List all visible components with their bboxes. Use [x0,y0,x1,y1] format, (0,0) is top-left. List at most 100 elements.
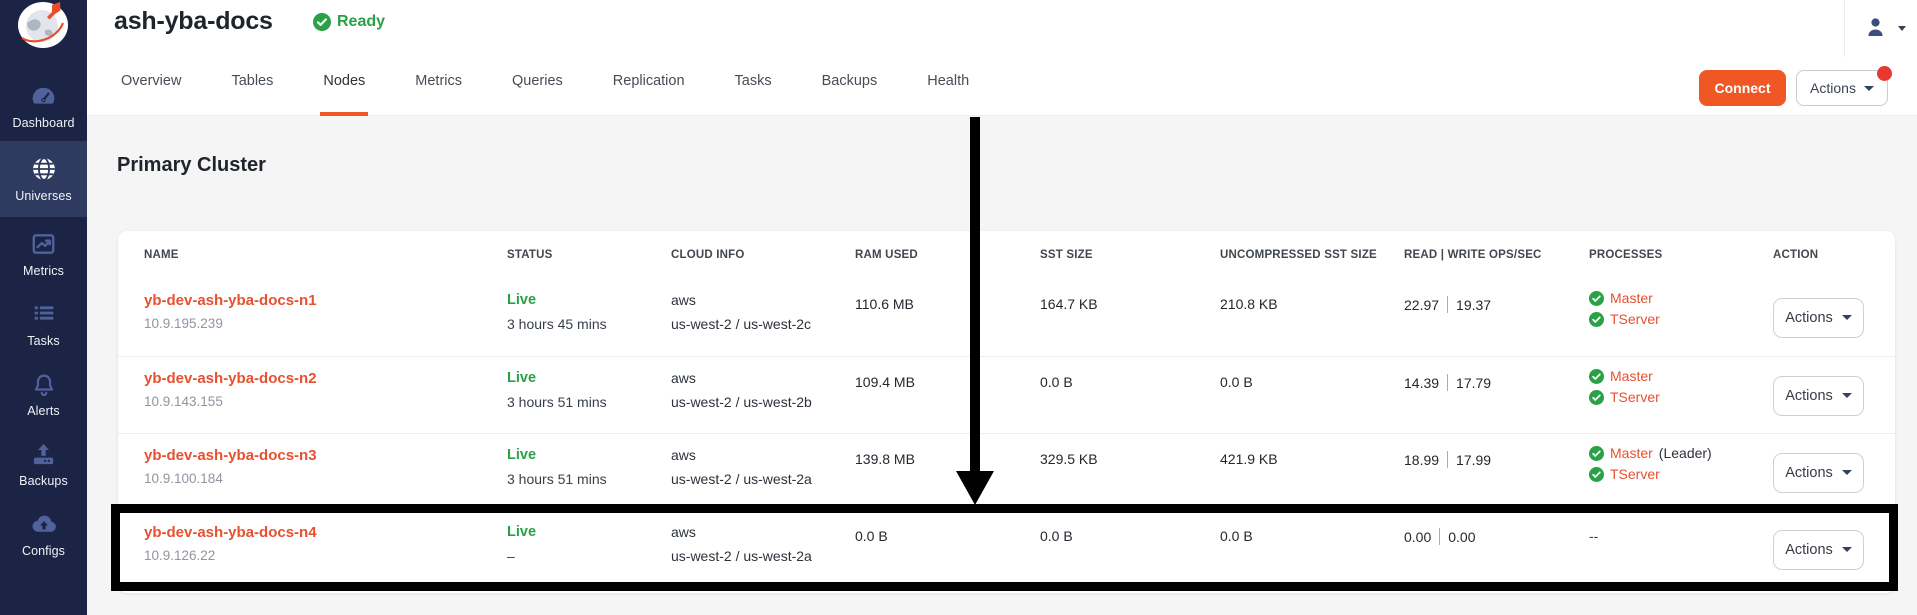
process-link[interactable]: Master [1610,368,1653,384]
universe-title: ash-yba-docs [114,7,273,35]
sidebar-item-label: Dashboard [12,115,75,130]
check-circle-icon [1589,291,1604,306]
universes-icon [30,156,58,183]
tab-tables[interactable]: Tables [231,73,274,89]
tab-queries[interactable]: Queries [512,73,563,89]
read-ops-value: 18.99 [1404,451,1440,468]
process-link[interactable]: Master [1610,290,1653,306]
region-az: us-west-2 / us-west-2b [671,394,812,410]
sidebar-item-label: Configs [21,543,66,558]
node-actions-button[interactable]: Actions [1773,452,1864,493]
process-link[interactable]: TServer [1610,466,1660,482]
process-item: TServer [1589,389,1773,406]
node-name-link[interactable]: yb-dev-ash-yba-docs-n1 [144,292,317,309]
sst-size-value: 329.5 KB [1040,451,1098,467]
actions-label: Actions [1785,541,1833,558]
tab-backups[interactable]: Backups [821,73,878,89]
read-write-ops-cell: 14.39 17.79 [1404,357,1589,391]
notification-dot [1877,66,1892,81]
cloud-info-cell: aws us-west-2 / us-west-2a [671,434,855,489]
node-status-cell: Live – [507,511,671,565]
header-divider [1844,0,1845,57]
sidebar-item-configs[interactable]: Configs [0,505,87,563]
column-header: ACTION [1773,249,1819,261]
node-name-cell: yb-dev-ash-yba-docs-n2 10.9.143.155 [144,357,507,411]
process-link[interactable]: Master [1610,445,1653,461]
column-header: CLOUD INFO [671,249,745,261]
node-status: Live [507,524,537,540]
sidebar-item-dashboard[interactable]: Dashboard [0,77,87,135]
sidebar-nav: Dashboard Universes Metrics Tasks Alerts Back… [0,77,87,575]
node-row: yb-dev-ash-yba-docs-n4 10.9.126.22 Live … [118,510,1895,587]
node-status: Live [507,292,537,308]
node-name-link[interactable]: yb-dev-ash-yba-docs-n4 [144,524,317,541]
ram-used-value: 110.6 MB [855,296,914,312]
user-profile-icon[interactable] [1863,15,1888,44]
column-header: NAME [144,249,179,261]
action-cell: Actions [1773,357,1895,434]
metrics-icon [30,231,57,258]
sidebar-item-alerts[interactable]: Alerts [0,365,87,423]
node-name-link[interactable]: yb-dev-ash-yba-docs-n2 [144,370,317,387]
cloud-info-cell: aws us-west-2 / us-west-2b [671,357,855,412]
sidebar-item-universes[interactable]: Universes [0,141,87,217]
node-status: Live [507,370,537,386]
ram-used-value: 0.0 B [855,528,888,544]
processes-empty: -- [1589,528,1599,544]
sidebar-item-metrics[interactable]: Metrics [0,225,87,283]
tab-replication[interactable]: Replication [612,73,685,89]
node-actions-button[interactable]: Actions [1773,375,1864,416]
node-status-cell: Live 3 hours 51 mins [507,357,671,411]
process-suffix: (Leader) [1658,445,1712,461]
pipe-divider [1439,528,1441,545]
column-header: SST SIZE [1040,249,1093,261]
universe-actions-button[interactable]: Actions [1796,70,1888,106]
processes-cell: Master TServer [1589,279,1773,328]
node-actions-button[interactable]: Actions [1773,297,1864,338]
processes-cell: Master TServer [1589,357,1773,406]
table-header-row: NAME STATUS CLOUD INFO RAM USED SST SIZE UNCO… [118,231,1895,279]
actions-label: Actions [1785,309,1833,326]
tab-nodes[interactable]: Nodes [320,50,369,116]
process-item: Master [1589,290,1773,307]
sidebar-item-label: Tasks [27,333,60,348]
sidebar-item-backups[interactable]: Backups [0,435,87,493]
uncompressed-sst-value: 421.9 KB [1220,451,1278,467]
write-ops-value: 19.37 [1456,296,1492,313]
processes-cell: Master (Leader) TServer [1589,434,1773,483]
connect-button[interactable]: Connect [1699,70,1786,106]
column-header: READ | WRITE OPS/SEC [1404,249,1542,261]
read-write-ops-cell: 0.00 0.00 [1404,511,1589,545]
sst-size-value: 0.0 B [1040,528,1073,544]
node-name-cell: yb-dev-ash-yba-docs-n1 10.9.195.239 [144,279,507,333]
action-cell: Actions [1773,511,1895,588]
read-write-ops-cell: 22.97 19.37 [1404,279,1589,313]
node-ip: 10.9.126.22 [144,548,216,563]
action-cell: Actions [1773,279,1895,356]
tab-overview[interactable]: Overview [121,73,182,89]
processes-cell: -- [1589,511,1773,544]
chevron-down-icon[interactable] [1898,26,1906,31]
check-circle-icon [1589,467,1604,482]
uncompressed-sst-value: 0.0 B [1220,374,1253,390]
read-ops-value: 14.39 [1404,374,1440,391]
tab-tasks[interactable]: Tasks [734,73,772,89]
configs-icon [30,511,58,538]
node-ip: 10.9.100.184 [144,471,223,486]
node-actions-button[interactable]: Actions [1773,529,1864,570]
process-link[interactable]: TServer [1610,311,1660,327]
sst-size-value: 0.0 B [1040,374,1073,390]
check-circle-icon [1589,369,1604,384]
primary-cluster-heading: Primary Cluster [117,154,266,176]
check-circle-icon [1589,446,1604,461]
node-uptime: 3 hours 51 mins [507,471,607,487]
app-header: ash-yba-docs Ready Overview Tables Nodes Me… [87,0,1917,116]
node-name-link[interactable]: yb-dev-ash-yba-docs-n3 [144,447,317,464]
sidebar-item-tasks[interactable]: Tasks [0,295,87,353]
tab-health[interactable]: Health [927,73,970,89]
process-item: Master (Leader) [1589,445,1773,462]
chevron-down-icon [1841,393,1852,398]
yugabyte-logo[interactable] [17,1,71,49]
tab-metrics[interactable]: Metrics [415,73,463,89]
process-link[interactable]: TServer [1610,389,1660,405]
